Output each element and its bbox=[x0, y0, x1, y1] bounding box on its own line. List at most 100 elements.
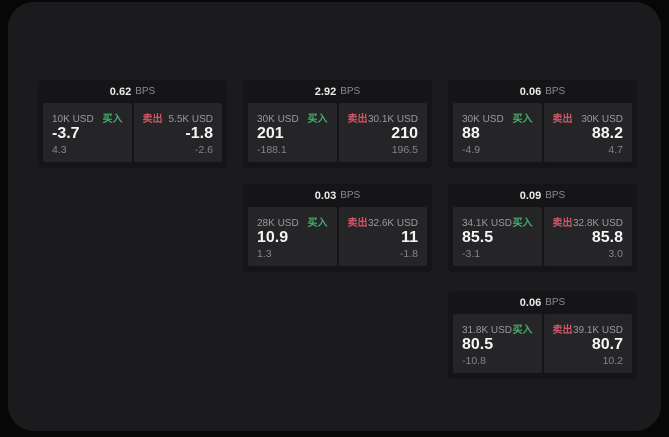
quote-card[interactable]: 0.06 BPS 31.8K USD 买入 80.5 -10.8 卖出 39.1… bbox=[448, 291, 637, 379]
buy-price: 201 bbox=[257, 125, 284, 143]
sell-panel-header: 卖出 5.5K USD bbox=[143, 110, 214, 125]
buy-panel[interactable]: 28K USD 买入 10.9 1.3 bbox=[248, 207, 337, 266]
buy-tag: 买入 bbox=[307, 114, 328, 125]
quote-card[interactable]: 2.92 BPS 30K USD 买入 201 -188.1 卖出 30.1K … bbox=[243, 80, 432, 168]
buy-sub-value: -3.1 bbox=[462, 247, 481, 260]
buy-tag: 买入 bbox=[512, 325, 533, 336]
sell-tag: 卖出 bbox=[347, 218, 368, 229]
sell-sub-value: -1.8 bbox=[399, 247, 418, 260]
bps-value: 0.09 bbox=[519, 189, 542, 202]
card-header: 0.62 BPS bbox=[38, 80, 227, 103]
sell-panel-header: 卖出 30.1K USD bbox=[348, 110, 419, 125]
sell-sub-value: -2.6 bbox=[194, 143, 213, 156]
buy-notional: 31.8K USD bbox=[462, 325, 513, 336]
sell-panel-header: 卖出 32.8K USD bbox=[553, 214, 624, 229]
sell-notional: 30.1K USD bbox=[367, 114, 418, 125]
sell-tag: 卖出 bbox=[552, 325, 573, 336]
buy-sub-value: 1.3 bbox=[257, 247, 272, 260]
sell-tag: 卖出 bbox=[552, 218, 573, 229]
buy-price: 80.5 bbox=[462, 336, 494, 354]
quote-card[interactable]: 0.03 BPS 28K USD 买入 10.9 1.3 卖出 32.6K US… bbox=[243, 184, 432, 272]
buy-sub-value: -4.9 bbox=[462, 143, 481, 156]
buy-price: 88 bbox=[462, 125, 480, 143]
buy-tag: 买入 bbox=[102, 114, 123, 125]
bps-unit-label: BPS bbox=[545, 86, 566, 97]
sell-notional: 5.5K USD bbox=[168, 114, 213, 125]
buy-notional: 30K USD bbox=[257, 114, 299, 125]
buy-notional: 10K USD bbox=[52, 114, 94, 125]
sell-panel[interactable]: 卖出 32.8K USD 85.8 3.0 bbox=[543, 207, 632, 266]
card-header: 0.06 BPS bbox=[448, 80, 637, 103]
sell-price: 88.2 bbox=[591, 125, 623, 143]
bps-unit-label: BPS bbox=[340, 190, 361, 201]
bps-value: 0.06 bbox=[519, 85, 542, 98]
buy-price: 85.5 bbox=[462, 229, 494, 247]
sell-panel-header: 卖出 32.6K USD bbox=[348, 214, 419, 229]
card-body: 30K USD 买入 88 -4.9 卖出 30K USD 88.2 4.7 bbox=[448, 103, 637, 162]
sell-panel[interactable]: 卖出 39.1K USD 80.7 10.2 bbox=[543, 314, 632, 373]
buy-tag: 买入 bbox=[512, 114, 533, 125]
sell-sub-value: 4.7 bbox=[608, 143, 623, 156]
buy-panel[interactable]: 30K USD 买入 201 -188.1 bbox=[248, 103, 337, 162]
sell-notional: 39.1K USD bbox=[572, 325, 623, 336]
card-body: 28K USD 买入 10.9 1.3 卖出 32.6K USD 11 -1.8 bbox=[243, 207, 432, 266]
buy-tag: 买入 bbox=[512, 218, 533, 229]
sell-tag: 卖出 bbox=[552, 114, 573, 125]
bps-value: 0.62 bbox=[109, 85, 132, 98]
buy-tag: 买入 bbox=[307, 218, 328, 229]
buy-notional: 28K USD bbox=[257, 218, 299, 229]
sell-tag: 卖出 bbox=[347, 114, 368, 125]
sell-notional: 30K USD bbox=[581, 114, 623, 125]
bps-unit-label: BPS bbox=[340, 86, 361, 97]
bps-value: 2.92 bbox=[314, 85, 337, 98]
buy-panel-header: 30K USD 买入 bbox=[257, 110, 328, 125]
sell-sub-value: 10.2 bbox=[602, 354, 623, 367]
buy-notional: 34.1K USD bbox=[462, 218, 513, 229]
card-header: 2.92 BPS bbox=[243, 80, 432, 103]
sell-sub-value: 3.0 bbox=[608, 247, 623, 260]
card-body: 10K USD 买入 -3.7 4.3 卖出 5.5K USD -1.8 -2.… bbox=[38, 103, 227, 162]
buy-sub-value: -10.8 bbox=[462, 354, 486, 367]
buy-panel[interactable]: 34.1K USD 买入 85.5 -3.1 bbox=[453, 207, 542, 266]
sell-price: -1.8 bbox=[185, 125, 213, 143]
sell-price: 85.8 bbox=[591, 229, 623, 247]
card-body: 34.1K USD 买入 85.5 -3.1 卖出 32.8K USD 85.8… bbox=[448, 207, 637, 266]
quote-card[interactable]: 0.09 BPS 34.1K USD 买入 85.5 -3.1 卖出 32.8K… bbox=[448, 184, 637, 272]
buy-panel-header: 10K USD 买入 bbox=[52, 110, 123, 125]
buy-panel-header: 28K USD 买入 bbox=[257, 214, 328, 229]
card-header: 0.06 BPS bbox=[448, 291, 637, 314]
sell-price: 80.7 bbox=[591, 336, 623, 354]
sell-price: 11 bbox=[401, 229, 418, 247]
bps-unit-label: BPS bbox=[135, 86, 156, 97]
buy-panel-header: 31.8K USD 买入 bbox=[462, 321, 533, 336]
buy-panel[interactable]: 10K USD 买入 -3.7 4.3 bbox=[43, 103, 132, 162]
sell-price: 210 bbox=[391, 125, 418, 143]
buy-sub-value: -188.1 bbox=[257, 143, 287, 156]
sell-tag: 卖出 bbox=[142, 114, 163, 125]
sell-panel-header: 卖出 30K USD bbox=[553, 110, 624, 125]
sell-panel[interactable]: 卖出 30.1K USD 210 196.5 bbox=[338, 103, 427, 162]
quote-card[interactable]: 0.06 BPS 30K USD 买入 88 -4.9 卖出 30K USD 8… bbox=[448, 80, 637, 168]
sell-sub-value: 196.5 bbox=[391, 143, 418, 156]
buy-price: -3.7 bbox=[52, 125, 80, 143]
quote-card[interactable]: 0.62 BPS 10K USD 买入 -3.7 4.3 卖出 5.5K USD… bbox=[38, 80, 227, 168]
buy-panel[interactable]: 31.8K USD 买入 80.5 -10.8 bbox=[453, 314, 542, 373]
buy-panel[interactable]: 30K USD 买入 88 -4.9 bbox=[453, 103, 542, 162]
buy-notional: 30K USD bbox=[462, 114, 504, 125]
card-body: 30K USD 买入 201 -188.1 卖出 30.1K USD 210 1… bbox=[243, 103, 432, 162]
buy-panel-header: 30K USD 买入 bbox=[462, 110, 533, 125]
sell-panel[interactable]: 卖出 5.5K USD -1.8 -2.6 bbox=[133, 103, 222, 162]
sell-panel-header: 卖出 39.1K USD bbox=[553, 321, 624, 336]
sell-panel[interactable]: 卖出 30K USD 88.2 4.7 bbox=[543, 103, 632, 162]
card-body: 31.8K USD 买入 80.5 -10.8 卖出 39.1K USD 80.… bbox=[448, 314, 637, 373]
bps-value: 0.03 bbox=[314, 189, 337, 202]
main-panel: 0.62 BPS 10K USD 买入 -3.7 4.3 卖出 5.5K USD… bbox=[8, 2, 661, 431]
sell-notional: 32.6K USD bbox=[367, 218, 418, 229]
buy-panel-header: 34.1K USD 买入 bbox=[462, 214, 533, 229]
buy-sub-value: 4.3 bbox=[52, 143, 67, 156]
bps-unit-label: BPS bbox=[545, 190, 566, 201]
sell-panel[interactable]: 卖出 32.6K USD 11 -1.8 bbox=[338, 207, 427, 266]
sell-notional: 32.8K USD bbox=[572, 218, 623, 229]
card-header: 0.03 BPS bbox=[243, 184, 432, 207]
bps-unit-label: BPS bbox=[545, 297, 566, 308]
